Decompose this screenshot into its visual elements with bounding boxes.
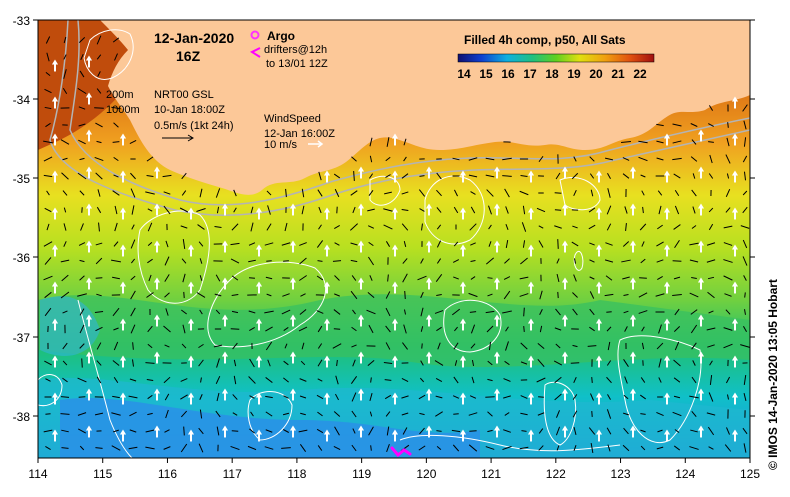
current-arrow-icon xyxy=(524,326,525,332)
current-arrow-icon xyxy=(385,380,392,381)
current-time: 10-Jan 18:00Z xyxy=(154,104,225,116)
current-arrow-icon xyxy=(371,377,372,382)
x-axis-ticks: 114 115 116 117 118 119 120 121 122 123 124 125 xyxy=(28,458,760,481)
current-arrow-icon xyxy=(82,358,83,367)
current-arrow-icon xyxy=(232,431,238,432)
x-tick-label: 125 xyxy=(740,467,760,481)
isobath-200-label: 200m xyxy=(106,89,134,101)
x-tick-label: 114 xyxy=(28,467,47,481)
wind-scale: 10 m/s xyxy=(264,139,298,151)
current-arrow-icon xyxy=(555,193,562,194)
current-arrow-icon xyxy=(640,414,645,415)
current-arrow-icon xyxy=(673,261,682,262)
map-hour: 16Z xyxy=(176,48,201,64)
current-arrow-icon xyxy=(94,108,104,109)
current-arrow-icon xyxy=(555,210,561,211)
x-tick-label: 116 xyxy=(158,467,177,481)
isobath-1000-label: 1000m xyxy=(106,104,140,116)
current-arrow-icon xyxy=(318,261,323,262)
x-tick-label: 124 xyxy=(675,467,695,481)
x-tick-label: 123 xyxy=(611,467,631,481)
colorbar-tick-label: 22 xyxy=(633,67,647,81)
drifters-line1: drifters@12h xyxy=(264,44,327,56)
current-arrow-icon xyxy=(453,414,458,415)
colorbar-tick-label: 16 xyxy=(501,67,515,81)
colorbar-title: Filled 4h comp, p50, All Sats xyxy=(464,33,626,47)
current-arrow-icon xyxy=(606,312,611,313)
current-arrow-icon xyxy=(79,397,86,398)
current-arrow-icon xyxy=(728,122,729,128)
x-tick-label: 122 xyxy=(546,467,566,481)
current-arrow-icon xyxy=(61,448,68,449)
current-arrow-icon xyxy=(639,278,647,279)
colorbar-tick-label: 18 xyxy=(545,67,559,81)
y-tick-label: -36 xyxy=(13,251,31,265)
current-arrow-icon xyxy=(487,278,492,279)
current-arrow-icon xyxy=(708,142,714,143)
colorbar-tick-label: 14 xyxy=(457,67,471,81)
x-tick-label: 118 xyxy=(287,467,306,481)
y-tick-label: -38 xyxy=(13,410,31,424)
colorbar-scale xyxy=(458,54,654,62)
x-tick-label: 117 xyxy=(223,467,242,481)
current-arrow-icon xyxy=(521,431,526,432)
current-arrow-icon xyxy=(422,343,423,348)
y-tick-label: -34 xyxy=(13,93,31,107)
current-arrow-icon xyxy=(184,427,185,436)
current-arrow-icon xyxy=(266,261,271,262)
map-date: 12-Jan-2020 xyxy=(154,30,234,46)
current-arrow-icon xyxy=(231,329,240,330)
x-tick-label: 119 xyxy=(352,467,371,481)
current-source: NRT00 GSL xyxy=(154,89,214,101)
current-arrow-icon xyxy=(45,414,50,415)
colorbar-tick-label: 19 xyxy=(567,67,581,81)
colorbar-tick-label: 21 xyxy=(611,67,625,81)
current-arrow-icon xyxy=(405,291,406,299)
y-tick-label: -35 xyxy=(13,172,31,186)
y-tick-label: -33 xyxy=(13,14,31,28)
current-arrow-icon xyxy=(334,329,340,330)
x-tick-label: 121 xyxy=(481,467,501,481)
current-arrow-icon xyxy=(133,342,134,350)
copyright-text: © IMOS 14-Jan-2020 13:05 Hobart xyxy=(766,279,780,470)
colorbar-tick-label: 17 xyxy=(523,67,537,81)
x-tick-label: 120 xyxy=(416,467,436,481)
current-arrow-icon xyxy=(745,292,746,297)
argo-label: Argo xyxy=(267,29,295,43)
colorbar: Filled 4h comp, p50, All Sats 14 15 16 17 18… xyxy=(457,33,654,81)
current-arrow-icon xyxy=(371,445,372,450)
drifters-line2: to 13/01 12Z xyxy=(266,58,328,70)
current-arrow-icon xyxy=(281,448,291,449)
current-arrow-icon xyxy=(592,377,593,383)
current-arrow-icon xyxy=(419,176,424,177)
current-scale: 0.5m/s (1kt 24h) xyxy=(154,120,233,132)
wind-title: WindSpeed xyxy=(264,113,321,125)
current-arrow-icon xyxy=(388,274,389,281)
y-tick-label: -37 xyxy=(13,331,31,345)
current-arrow-icon xyxy=(469,431,476,432)
colorbar-tick-label: 20 xyxy=(589,67,603,81)
x-tick-label: 115 xyxy=(93,467,112,481)
colorbar-tick-label: 15 xyxy=(479,67,493,81)
current-arrow-icon xyxy=(436,431,441,432)
current-arrow-icon xyxy=(524,308,525,317)
